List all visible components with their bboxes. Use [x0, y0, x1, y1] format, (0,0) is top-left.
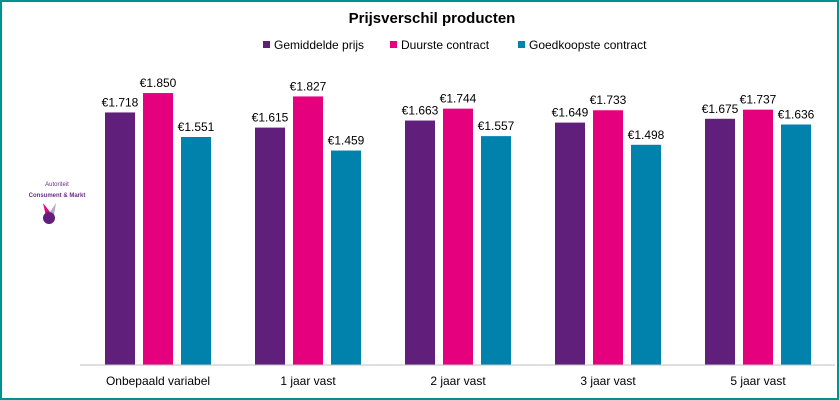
x-tick-label: 1 jaar vast	[280, 374, 336, 388]
bar-2-0	[181, 137, 211, 365]
legend-swatch	[518, 41, 525, 48]
data-label: €1.636	[778, 108, 815, 122]
data-label: €1.737	[740, 93, 777, 107]
legend-label: Goedkoopste contract	[529, 38, 647, 52]
x-tick-label: 5 jaar vast	[730, 374, 786, 388]
legend-swatch	[390, 41, 397, 48]
data-label: €1.615	[252, 111, 289, 125]
bar-1-0	[143, 93, 173, 366]
data-label: €1.498	[628, 128, 665, 142]
logo-text-line1: Autoriteit	[45, 182, 69, 188]
bar-1-2	[443, 108, 473, 365]
bar-1-4	[743, 109, 773, 365]
data-label: €1.850	[140, 76, 177, 90]
logo-shape-light	[50, 203, 56, 215]
bar-2-2	[481, 136, 511, 365]
logo-text-line2: Consument & Markt	[29, 193, 86, 199]
data-label: €1.459	[328, 134, 365, 148]
data-label: €1.663	[402, 104, 439, 118]
x-tick-label: 2 jaar vast	[430, 374, 486, 388]
legend-swatch	[263, 41, 270, 48]
chart-title: Prijsverschil producten	[349, 10, 516, 27]
bar-0-0	[105, 112, 135, 365]
data-label: €1.744	[440, 92, 477, 106]
x-tick-label: Onbepaald variabel	[106, 374, 210, 388]
bar-0-4	[705, 118, 735, 366]
bars: €1.718€1.850 €1.551 €1.615 €1.827 €1.459 €1.6…	[102, 76, 815, 366]
bar-0-3	[555, 122, 585, 365]
logo-circle	[43, 212, 55, 224]
data-label: €1.551	[178, 120, 215, 134]
x-tick-label: 3 jaar vast	[580, 374, 636, 388]
bar-2-1	[331, 150, 361, 365]
acm-logo: Autoriteit Consument & Markt	[29, 182, 86, 224]
data-label: €1.649	[552, 106, 589, 120]
bar-2-3	[631, 144, 661, 365]
data-label: €1.827	[290, 79, 327, 93]
bar-0-2	[405, 120, 435, 365]
bar-1-1	[293, 96, 323, 365]
data-label: €1.733	[590, 93, 627, 107]
data-label: €1.557	[478, 119, 515, 133]
bar-1-3	[593, 110, 623, 366]
data-label: €1.718	[102, 95, 139, 109]
x-axis-labels: Onbepaald variabel 1 jaar vast 2 jaar vast…	[106, 374, 786, 388]
legend: Gemiddelde prijs Duurste contract Goedkoop…	[263, 38, 647, 52]
data-label: €1.675	[702, 102, 739, 116]
bar-2-4	[781, 124, 811, 366]
bar-0-1	[255, 127, 285, 365]
legend-label: Gemiddelde prijs	[274, 38, 364, 52]
legend-label: Duurste contract	[401, 38, 490, 52]
